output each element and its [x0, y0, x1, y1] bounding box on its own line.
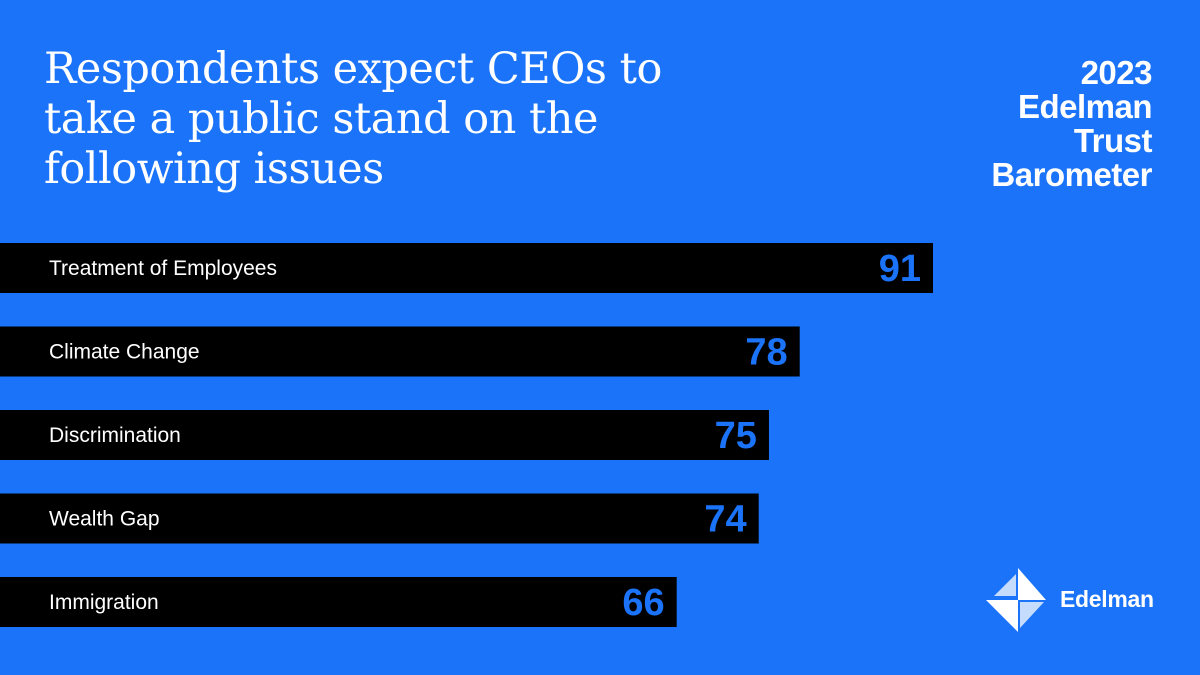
- edelman-logo-text: Edelman: [1060, 586, 1154, 612]
- report-title: 2023 Edelman Trust Barometer: [912, 56, 1152, 192]
- bar-value-label: 75: [715, 415, 757, 457]
- bar: [0, 410, 769, 460]
- report-title-line: Edelman: [1017, 88, 1153, 125]
- bar-value-label: 91: [879, 248, 921, 290]
- report-title-line: Barometer: [991, 156, 1152, 193]
- bar: [0, 493, 759, 544]
- report-title-line: Trust: [1073, 122, 1153, 159]
- bar-category-label: Treatment of Employees: [49, 257, 277, 280]
- edelman-logo: Edelman: [984, 566, 1164, 636]
- bar-category-label: Immigration: [49, 591, 159, 614]
- chart-title: Respondents expect CEOs to take a public…: [44, 44, 662, 194]
- bar-category-label: Discrimination: [49, 424, 181, 447]
- edelman-logo-icon: [986, 568, 1046, 632]
- report-title-line: 2023: [1080, 54, 1153, 91]
- bar-category-label: Wealth Gap: [49, 508, 160, 531]
- bar: [0, 577, 677, 627]
- bar-value-label: 74: [704, 499, 746, 541]
- bar: [0, 326, 800, 377]
- bar: [0, 243, 933, 293]
- bar-value-label: 66: [622, 582, 664, 624]
- bar-category-label: Climate Change: [49, 341, 200, 364]
- bar-value-label: 78: [745, 332, 787, 374]
